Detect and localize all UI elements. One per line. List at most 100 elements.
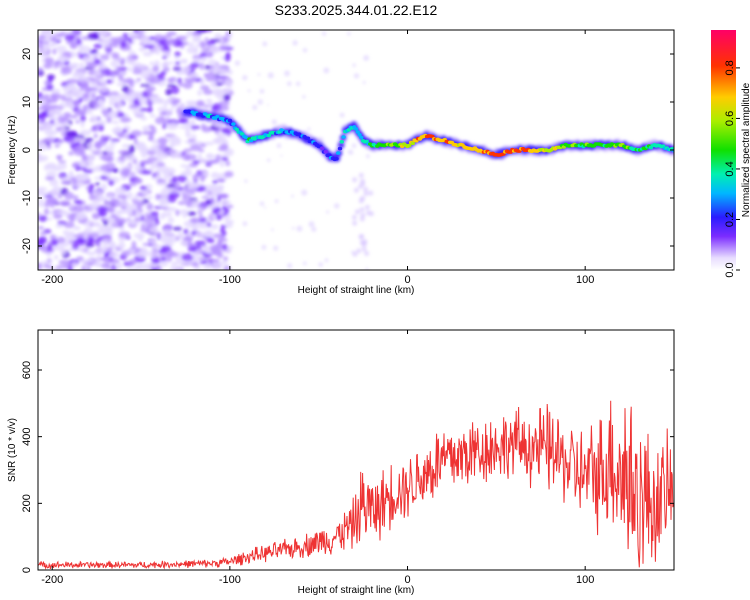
noise-speckle — [139, 107, 150, 112]
noise-speckle — [194, 240, 206, 245]
noise-speckle — [131, 240, 137, 249]
noise-speckle — [179, 209, 189, 215]
noise-speckle — [209, 46, 220, 54]
noise-speckle — [38, 67, 44, 72]
noise-speckle — [191, 261, 200, 267]
noise-speckle — [75, 212, 86, 221]
noise-speckle — [195, 250, 203, 254]
noise-speckle — [352, 63, 356, 67]
x-tick-label: -100 — [219, 274, 241, 286]
noise-speckle — [213, 64, 221, 72]
ridge-tail — [360, 196, 366, 201]
colorbar-tick-label: 0.2 — [724, 212, 736, 227]
noise-speckle — [242, 221, 248, 226]
noise-speckle — [135, 209, 140, 216]
noise-speckle — [211, 201, 222, 209]
noise-speckle — [111, 120, 120, 124]
noise-speckle — [118, 155, 125, 162]
snr-x-label: Height of straight line (km) — [298, 585, 415, 596]
ridge-core — [323, 149, 328, 154]
noise-speckle — [69, 104, 75, 110]
noise-speckle — [132, 69, 143, 75]
noise-speckle — [259, 201, 265, 206]
colorbar: 0.0 0.2 0.4 0.6 0.8 Normalized spectral ampl… — [711, 30, 750, 278]
noise-speckle — [139, 185, 148, 191]
noise-speckle — [84, 137, 94, 142]
noise-speckle — [82, 105, 88, 111]
noise-speckle — [185, 133, 192, 138]
noise-speckle — [136, 144, 143, 150]
noise-speckle — [140, 228, 151, 233]
noise-speckle — [111, 127, 123, 134]
noise-speckle — [225, 148, 234, 157]
noise-speckle — [60, 180, 70, 185]
noise-speckle — [116, 262, 123, 270]
ridge-core — [353, 127, 359, 131]
noise-speckle — [54, 224, 64, 228]
noise-speckle — [195, 30, 207, 34]
noise-speckle — [195, 43, 200, 48]
noise-speckle — [183, 228, 189, 235]
noise-speckle — [150, 161, 161, 169]
colorbar-axis: 0.0 0.2 0.4 0.6 0.8 — [724, 60, 740, 278]
noise-speckle — [212, 233, 224, 239]
noise-speckle — [47, 111, 52, 117]
noise-speckle — [107, 70, 118, 75]
noise-speckle — [176, 107, 183, 115]
noise-speckle — [225, 160, 231, 167]
noise-speckle — [42, 137, 54, 143]
noise-speckle — [322, 31, 327, 36]
ridge-tail — [356, 248, 362, 254]
spectrogram-x-axis: -200 -100 0 100 — [41, 30, 594, 286]
noise-speckle — [214, 207, 221, 213]
noise-speckle — [174, 61, 181, 65]
noise-speckle — [146, 97, 151, 105]
noise-speckle — [218, 45, 227, 51]
noise-speckle — [38, 43, 45, 49]
noise-speckle — [224, 171, 234, 178]
noise-speckle — [175, 104, 186, 108]
noise-speckle — [311, 226, 317, 232]
noise-speckle — [85, 85, 90, 92]
noise-speckle — [303, 261, 307, 266]
noise-speckle — [204, 37, 209, 42]
colorbar-tick-label: 0.8 — [724, 60, 736, 75]
noise-speckle — [203, 246, 209, 253]
noise-speckle — [80, 167, 88, 171]
noise-speckle — [108, 179, 115, 186]
noise-speckle — [143, 44, 155, 49]
noise-speckle — [210, 172, 220, 179]
noise-speckle — [162, 44, 170, 51]
ridge-core — [231, 122, 236, 126]
noise-speckle — [64, 33, 76, 42]
noise-speckle — [301, 189, 308, 196]
noise-speckle — [92, 222, 97, 226]
noise-speckle — [57, 220, 67, 225]
noise-speckle — [38, 119, 43, 123]
noise-speckle — [39, 231, 48, 236]
y-tick-label: -10 — [21, 190, 33, 206]
ridge-tail — [359, 216, 365, 222]
noise-speckle — [140, 71, 150, 79]
noise-speckle — [47, 244, 52, 252]
noise-speckle — [55, 45, 67, 52]
noise-speckle — [212, 69, 219, 75]
noise-speckle — [108, 91, 120, 96]
noise-speckle — [117, 112, 126, 118]
noise-speckle — [79, 248, 86, 252]
noise-speckle — [128, 104, 140, 109]
ridge-tail — [368, 190, 374, 196]
noise-speckle — [192, 174, 199, 181]
noise-speckle — [125, 96, 132, 101]
noise-speckle — [102, 171, 112, 176]
noise-speckle — [102, 151, 108, 155]
ridge-tail — [361, 246, 367, 252]
colorbar-tick-label: 0.4 — [724, 161, 736, 176]
noise-speckle — [109, 267, 118, 270]
noise-speckle — [130, 55, 139, 59]
noise-speckle — [174, 56, 179, 60]
noise-speckle — [168, 251, 179, 257]
noise-speckle — [149, 78, 161, 84]
noise-speckle — [175, 236, 180, 241]
noise-speckle — [199, 52, 207, 59]
